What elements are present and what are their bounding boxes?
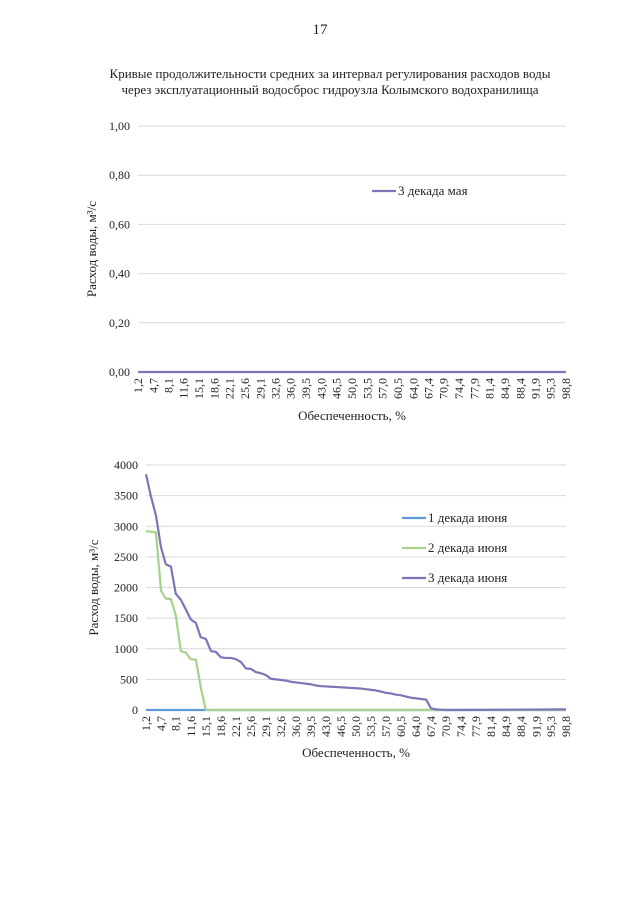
x-tick-label: 4,7: [146, 378, 160, 393]
x-tick-label: 22,1: [223, 378, 237, 399]
y-tick-label: 0,20: [109, 316, 130, 330]
chart-title: Кривые продолжительности средних за инте…: [80, 66, 580, 98]
x-tick-label: 84,9: [498, 378, 512, 399]
chart-title-line-1: Кривые продолжительности средних за инте…: [109, 66, 551, 81]
x-tick-label: 70,9: [437, 378, 451, 399]
x-tick-label: 91,9: [529, 378, 543, 399]
y-tick-label: 3000: [114, 519, 138, 533]
x-tick-label: 4,7: [154, 716, 168, 731]
x-tick-label: 67,4: [421, 378, 435, 399]
x-tick-label: 70,9: [439, 716, 453, 737]
x-axis-title: Обеспеченность, %: [298, 408, 406, 423]
x-tick-label: 77,9: [469, 716, 483, 737]
x-tick-label: 57,0: [379, 716, 393, 737]
y-tick-label: 0,00: [109, 365, 130, 379]
y-tick-label: 1500: [114, 611, 138, 625]
x-tick-label: 67,4: [424, 716, 438, 737]
x-tick-label: 15,1: [199, 716, 213, 737]
y-tick-label: 500: [120, 672, 138, 686]
y-tick-label: 3500: [114, 489, 138, 503]
x-tick-label: 8,1: [161, 378, 175, 393]
x-tick-label: 57,0: [376, 378, 390, 399]
x-tick-label: 88,4: [514, 716, 528, 737]
x-tick-label: 25,6: [238, 378, 252, 399]
chart-may-3-decade: 0,00 0,20 0,40 0,60 0,80 1,00 1,2 4,7 8,1 11,6 15,…: [84, 119, 573, 423]
x-tick-label: 8,1: [169, 716, 183, 731]
page-number: 17: [312, 22, 328, 38]
x-tick-label: 88,4: [513, 378, 527, 399]
x-tick-label: 84,9: [499, 716, 513, 737]
y-axis-title: Расход воды, м³/с: [86, 539, 101, 635]
x-tick-label: 36,0: [284, 378, 298, 399]
y-tick-label: 0,80: [109, 168, 130, 182]
x-tick-label: 98,8: [559, 716, 573, 737]
x-tick-label: 11,6: [184, 716, 198, 737]
y-tick-label: 1000: [114, 642, 138, 656]
x-tick-label: 22,1: [229, 716, 243, 737]
y-tick-label: 2000: [114, 581, 138, 595]
y-axis-title: Расход воды, м³/с: [84, 201, 99, 297]
x-tick-label: 53,5: [364, 716, 378, 737]
x-tick-label: 64,0: [409, 716, 423, 737]
x-tick-label: 15,1: [192, 378, 206, 399]
x-tick-label: 50,0: [349, 716, 363, 737]
legend-label-3: 3 декада июня: [428, 570, 507, 585]
x-tick-label: 98,8: [559, 378, 573, 399]
chart-june-decades: 0 500 1000 1500 2000 2500 3000 3500 4000 1,2 4,7 8,…: [86, 458, 573, 760]
y-tick-label: 1,00: [109, 119, 130, 133]
x-tick-label: 46,5: [330, 378, 344, 399]
x-tick-label: 95,3: [544, 716, 558, 737]
y-tick-label: 2500: [114, 550, 138, 564]
x-tick-label: 18,6: [207, 378, 221, 399]
x-tick-label: 64,0: [406, 378, 420, 399]
x-tick-label: 18,6: [214, 716, 228, 737]
x-tick-label: 43,0: [314, 378, 328, 399]
y-tick-label: 4000: [114, 458, 138, 472]
x-tick-label: 39,5: [299, 378, 313, 399]
legend-label-2: 2 декада июня: [428, 540, 507, 555]
series-line-2: [145, 530, 566, 712]
y-tick-label: 0,40: [109, 267, 130, 281]
x-tick-label: 95,3: [544, 378, 558, 399]
x-tick-label: 53,5: [360, 378, 374, 399]
x-tick-label: 77,9: [467, 378, 481, 399]
x-tick-label: 11,6: [177, 378, 191, 399]
x-tick-label: 43,0: [319, 716, 333, 737]
x-tick-label: 74,4: [452, 378, 466, 399]
x-tick-label: 81,4: [483, 378, 497, 399]
x-tick-label: 1,2: [131, 378, 145, 393]
x-tick-label: 25,6: [244, 716, 258, 737]
legend-label-1: 1 декада июня: [428, 510, 507, 525]
x-tick-label: 50,0: [345, 378, 359, 399]
x-tick-label: 46,5: [334, 716, 348, 737]
x-axis-title: Обеспеченность, %: [302, 745, 410, 760]
x-tick-label: 29,1: [253, 378, 267, 399]
x-tick-label: 60,5: [391, 378, 405, 399]
x-tick-label: 29,1: [259, 716, 273, 737]
x-tick-label: 39,5: [304, 716, 318, 737]
x-tick-label: 1,2: [139, 716, 153, 731]
x-tick-label: 74,4: [454, 716, 468, 737]
chart-title-line-2: через эксплуатационный водосброс гидроуз…: [121, 82, 539, 97]
y-tick-label: 0,60: [109, 217, 130, 231]
x-tick-label: 36,0: [289, 716, 303, 737]
x-tick-label: 91,9: [529, 716, 543, 737]
y-tick-label: 0: [132, 703, 138, 717]
series-line-3: [144, 473, 567, 712]
x-tick-label: 81,4: [484, 716, 498, 737]
legend-label-1: 3 декада мая: [398, 183, 468, 198]
x-tick-label: 32,6: [269, 378, 283, 399]
x-tick-label: 60,5: [394, 716, 408, 737]
x-tick-label: 32,6: [274, 716, 288, 737]
